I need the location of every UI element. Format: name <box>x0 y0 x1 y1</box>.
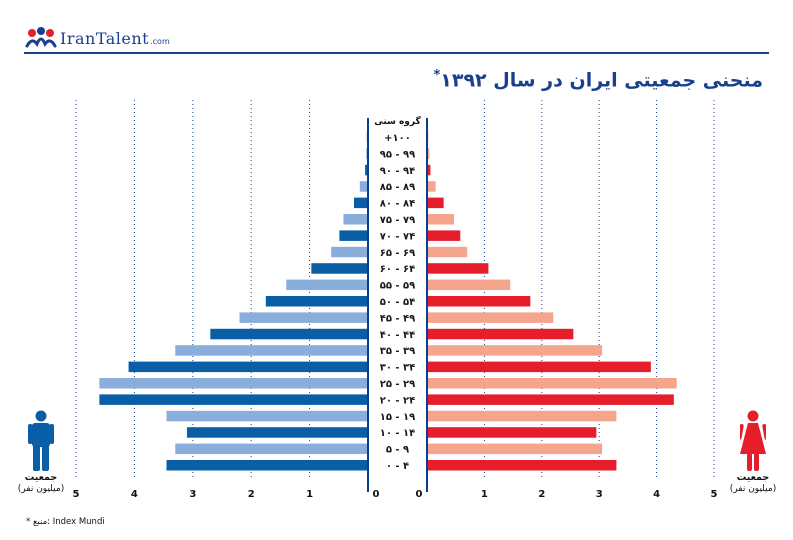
left-axis-title-line2: (میلیون نفر) <box>17 484 65 494</box>
female-bar <box>427 410 617 422</box>
male-bar <box>265 296 368 307</box>
female-bar <box>427 361 651 373</box>
age-group-label: ۱۵ - ۱۹ <box>380 412 416 423</box>
left-axis-title: جمعیت (میلیون نفر) <box>16 472 66 495</box>
female-bar <box>427 197 444 209</box>
male-bar <box>239 312 368 323</box>
age-group-label: ۷۰ - ۷۴ <box>380 231 416 242</box>
female-bar <box>427 164 431 176</box>
female-bar <box>427 230 461 241</box>
brand-suffix: .com <box>150 36 170 46</box>
male-bar <box>353 197 368 209</box>
x-tick-label-male: 4 <box>131 489 138 500</box>
age-group-label: ۶۵ - ۶۹ <box>380 248 416 259</box>
x-tick-label-male: 2 <box>248 489 255 500</box>
female-bar <box>427 148 430 159</box>
male-bar <box>186 427 368 438</box>
chart-title-text: منحنی جمعیتی ایران در سال ۱۳۹۲ <box>440 69 763 92</box>
x-tick-label-female: 2 <box>538 489 545 500</box>
age-group-label: ۲۰ - ۲۴ <box>380 395 416 406</box>
x-tick-label-female: 5 <box>711 489 718 500</box>
age-group-label: ۳۵ - ۳۹ <box>380 346 416 357</box>
female-bar <box>427 460 617 471</box>
age-group-label: ۳۰ - ۳۴ <box>380 363 416 374</box>
male-bar <box>331 246 368 258</box>
x-tick-label-male: 5 <box>73 489 80 500</box>
age-group-label: ۱۰ - ۱۴ <box>380 428 416 439</box>
female-bar <box>427 328 574 340</box>
female-bar <box>427 312 554 323</box>
age-group-label: ۵۰ - ۵۴ <box>380 297 416 308</box>
right-axis-title: جمعیت (میلیون نفر) <box>728 472 778 495</box>
x-tick-label-male: 1 <box>306 489 313 500</box>
male-bar <box>286 279 368 291</box>
male-bar <box>311 263 368 274</box>
left-axis-title-line1: جمعیت <box>24 472 58 483</box>
age-group-label: ۲۵ - ۲۹ <box>380 379 416 390</box>
brand-logo[interactable]: IranTalent .com <box>24 26 170 50</box>
x-tick-label-female: 1 <box>481 489 488 500</box>
male-bar <box>175 345 368 356</box>
male-bar <box>128 361 368 373</box>
x-tick-label-female: 3 <box>596 489 603 500</box>
female-bar <box>427 394 674 405</box>
age-group-label: ۷۵ - ۷۹ <box>380 215 416 226</box>
x-tick-label-male: 0 <box>373 489 380 500</box>
brand-name: IranTalent <box>60 28 150 48</box>
female-bar <box>427 443 603 455</box>
age-group-label: ۸۵ - ۸۹ <box>380 182 416 193</box>
female-bar <box>427 214 454 225</box>
x-tick-label-female: 0 <box>416 489 423 500</box>
female-bar <box>427 378 677 389</box>
age-group-label: ۸۰ - ۸۴ <box>380 199 416 210</box>
age-group-label: ۵۵ - ۵۹ <box>380 281 416 292</box>
title-footnote-marker: * <box>433 68 441 83</box>
right-axis-title-line1: جمعیت <box>736 472 770 483</box>
age-group-label: ۹۰ - ۹۴ <box>380 166 416 177</box>
age-group-label: ۶۰ - ۶۴ <box>380 264 416 275</box>
chart-title: منحنی جمعیتی ایران در سال ۱۳۹۲* <box>433 68 763 91</box>
male-bar <box>175 443 368 455</box>
age-group-label: ۵ - ۹ <box>386 445 409 456</box>
female-bar <box>427 427 597 438</box>
x-tick-label-male: 3 <box>189 489 196 500</box>
age-group-label: ۴۰ - ۴۴ <box>380 330 416 341</box>
male-bar <box>166 410 368 422</box>
male-bar <box>343 214 368 225</box>
age-group-label: ۰ - ۴ <box>386 461 409 472</box>
female-person-icon <box>740 410 766 471</box>
female-bar <box>427 263 489 274</box>
male-bar <box>99 378 369 389</box>
male-person-icon <box>28 410 54 471</box>
male-bar <box>210 328 368 340</box>
male-bar <box>99 394 369 405</box>
header-rule <box>24 52 769 54</box>
male-bar <box>359 181 368 192</box>
right-axis-title-line2: (میلیون نفر) <box>729 484 777 494</box>
female-bar <box>427 296 531 307</box>
age-group-header: گروه سنی <box>374 115 421 127</box>
age-group-label: +۱۰۰ <box>384 133 411 144</box>
irantalent-logo-icon <box>25 27 57 48</box>
male-bar <box>365 164 368 176</box>
female-bar <box>427 345 603 356</box>
female-bar <box>427 246 468 258</box>
female-bar <box>427 279 511 291</box>
age-group-label: ۴۵ - ۴۹ <box>380 313 416 324</box>
female-bar <box>427 181 436 192</box>
age-group-label: ۹۵ - ۹۹ <box>380 149 416 160</box>
x-tick-label-female: 4 <box>653 489 660 500</box>
source-note: * منبع: Index Mundi <box>26 517 105 527</box>
male-bar <box>339 230 368 241</box>
male-bar <box>166 460 368 471</box>
